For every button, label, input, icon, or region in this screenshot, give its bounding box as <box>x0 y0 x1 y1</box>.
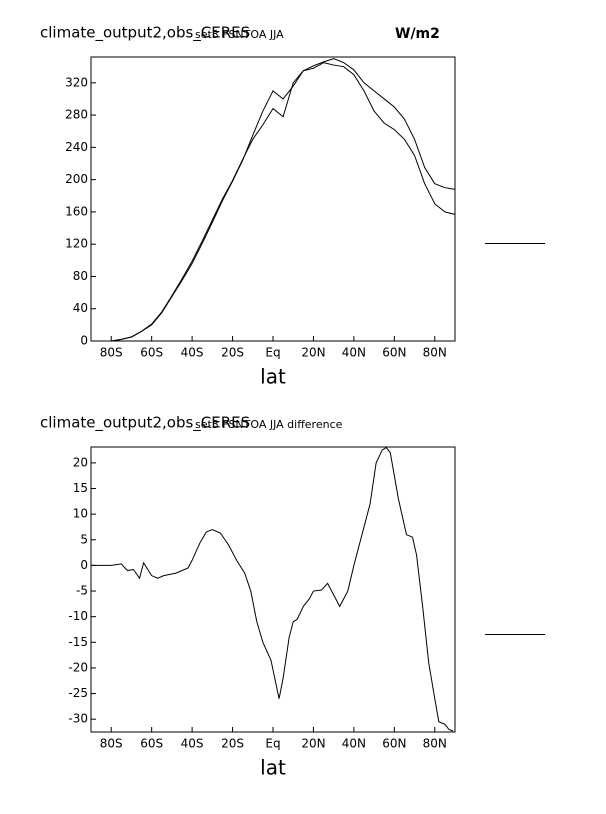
units-label: W/m2 <box>395 26 440 42</box>
x-tick-label: 40N <box>342 737 366 751</box>
y-tick-label: 5 <box>80 532 88 546</box>
x-tick-label: 60N <box>382 346 406 360</box>
x-tick-label: 60S <box>140 346 163 360</box>
y-tick-label: 15 <box>73 481 88 495</box>
x-tick-label: 20N <box>301 346 325 360</box>
y-tick-label: 10 <box>73 507 88 521</box>
x-tick-label: 40N <box>342 346 366 360</box>
y-tick-label: 120 <box>65 237 88 251</box>
x-tick-label: 60N <box>382 737 406 751</box>
x-tick-label: 20N <box>301 737 325 751</box>
y-tick-label: -15 <box>68 635 88 649</box>
chart-subtitle: set3 FSNTOA JJA <box>195 28 284 41</box>
y-tick-label: 280 <box>65 108 88 122</box>
x-tick-label: 20S <box>221 346 244 360</box>
y-tick-label: 160 <box>65 204 88 218</box>
x-axis-label: lat <box>260 365 286 389</box>
x-tick-label: 60S <box>140 737 163 751</box>
y-tick-label: -10 <box>68 609 88 623</box>
y-tick-label: 40 <box>73 301 88 315</box>
x-tick-label: Eq <box>265 346 280 360</box>
x-tick-label: 80S <box>100 346 123 360</box>
y-tick-label: -30 <box>68 712 88 726</box>
chart-title: climate_output2,obs_CERES <box>40 24 250 43</box>
y-tick-label: 80 <box>73 269 88 283</box>
y-tick-label: 20 <box>73 455 88 469</box>
series-line <box>91 58 456 342</box>
x-tick-label: 20S <box>221 737 244 751</box>
y-tick-label: 200 <box>65 172 88 186</box>
chart-title: climate_output2,obs_CERES <box>40 414 250 433</box>
y-tick-label: 0 <box>80 558 88 572</box>
x-tick-label: 80N <box>423 346 447 360</box>
series-line <box>91 62 456 342</box>
y-tick-label: -25 <box>68 686 88 700</box>
x-tick-label: Eq <box>265 737 280 751</box>
chart-subtitle: set3 FSNTOA JJA difference <box>195 418 343 431</box>
y-tick-label: -20 <box>68 660 88 674</box>
x-tick-label: 80N <box>423 737 447 751</box>
y-tick-label: 0 <box>80 334 88 348</box>
x-tick-label: 40S <box>181 737 204 751</box>
y-tick-label: -5 <box>76 584 88 598</box>
y-tick-label: 240 <box>65 140 88 154</box>
x-axis-label: lat <box>260 756 286 780</box>
y-tick-label: 320 <box>65 75 88 89</box>
x-tick-label: 40S <box>181 346 204 360</box>
series-line <box>91 446 454 732</box>
x-tick-label: 80S <box>100 737 123 751</box>
